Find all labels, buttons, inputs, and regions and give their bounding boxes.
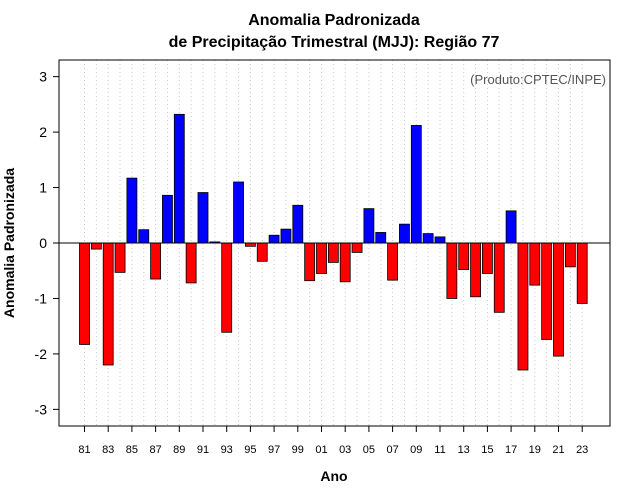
bar-2000: [304, 242, 316, 282]
bar-1996: [256, 242, 268, 262]
y-axis-label: Anomalia Padronizada: [1, 168, 17, 318]
bar-1981: [79, 242, 90, 345]
x-tick-label: 05: [363, 444, 375, 456]
x-axis-label: Ano: [320, 468, 347, 484]
bar-2002: [327, 242, 339, 263]
bar-2008: [399, 223, 410, 244]
bar-1994: [233, 181, 244, 244]
x-tick-label: 11: [434, 444, 445, 456]
bar-2021: [553, 242, 564, 357]
x-axis: 81 83 85 87 89 91 93 95 97 99 01 03 05 07 09 11 13 15 17 19…: [78, 426, 588, 456]
x-tick-label: 89: [173, 444, 185, 456]
y-tick-label: 0: [39, 235, 47, 251]
bar-2013: [458, 242, 470, 271]
vertical-grid: [84, 60, 583, 426]
y-axis: -3 -2 -1 0 1 2 3: [35, 69, 59, 417]
x-tick-label: 19: [529, 444, 541, 456]
bar-2015: [481, 242, 493, 274]
bar-2011: [434, 236, 446, 244]
bar-1984: [114, 242, 126, 273]
bar-2007: [387, 242, 399, 281]
chart-subtitle: de Precipitação Trimestral (MJJ): Região…: [169, 34, 500, 51]
x-tick-label: 97: [268, 444, 280, 456]
bar-1985: [126, 177, 138, 244]
y-tick-label: -1: [35, 290, 48, 306]
x-tick-label: 81: [78, 444, 90, 456]
bar-2022: [564, 242, 576, 268]
bar-2010: [422, 233, 434, 244]
bar-2017: [505, 210, 517, 244]
y-tick-label: 1: [39, 180, 47, 196]
chart-title: Anomalia Padronizada: [248, 12, 420, 29]
bar-1983: [102, 242, 114, 366]
x-tick-label: 17: [505, 444, 517, 456]
bar-2018: [517, 242, 529, 371]
x-tick-label: 87: [149, 444, 161, 456]
y-tick-label: 2: [39, 124, 47, 140]
bar-2001: [316, 242, 327, 274]
bar-2014: [470, 242, 481, 298]
x-tick-label: 93: [221, 444, 233, 456]
bar-1982: [90, 242, 102, 250]
bar-1989: [173, 113, 185, 244]
x-tick-label: 99: [292, 444, 304, 456]
x-tick-label: 13: [458, 444, 470, 456]
bar-1997: [268, 234, 280, 244]
bar-1988: [162, 194, 173, 244]
x-tick-label: 03: [339, 444, 351, 456]
bar-1993: [221, 242, 233, 333]
x-tick-label: 85: [126, 444, 138, 456]
y-tick-label: 3: [39, 69, 47, 85]
product-credit: (Produto:CPTEC/INPE): [470, 72, 606, 87]
bar-2009: [410, 125, 422, 244]
bar-2020: [541, 242, 553, 340]
bar-2006: [375, 232, 387, 244]
bar-1999: [292, 204, 304, 244]
x-tick-label: 01: [315, 444, 327, 456]
x-tick-label: 95: [244, 444, 256, 456]
x-tick-label: 91: [197, 444, 209, 456]
x-tick-label: 23: [576, 444, 588, 456]
bar-2012: [446, 242, 458, 299]
y-tick-label: -2: [35, 346, 48, 362]
bar-1986: [138, 229, 150, 244]
x-tick-label: 83: [102, 444, 114, 456]
bars: [79, 113, 588, 371]
bar-2019: [529, 242, 541, 286]
bar-1987: [150, 242, 162, 280]
bar-1990: [185, 242, 197, 284]
bar-2023: [576, 242, 588, 304]
bar-2005: [363, 208, 375, 244]
x-tick-label: 21: [552, 444, 564, 456]
x-tick-label: 07: [386, 444, 398, 456]
x-tick-label: 15: [481, 444, 493, 456]
bar-1991: [197, 192, 209, 244]
bar-2004: [351, 242, 363, 253]
x-tick-label: 09: [410, 444, 422, 456]
bar-2003: [339, 242, 351, 283]
bar-2016: [493, 242, 505, 313]
bar-1998: [280, 228, 292, 244]
y-tick-label: -3: [35, 401, 48, 417]
